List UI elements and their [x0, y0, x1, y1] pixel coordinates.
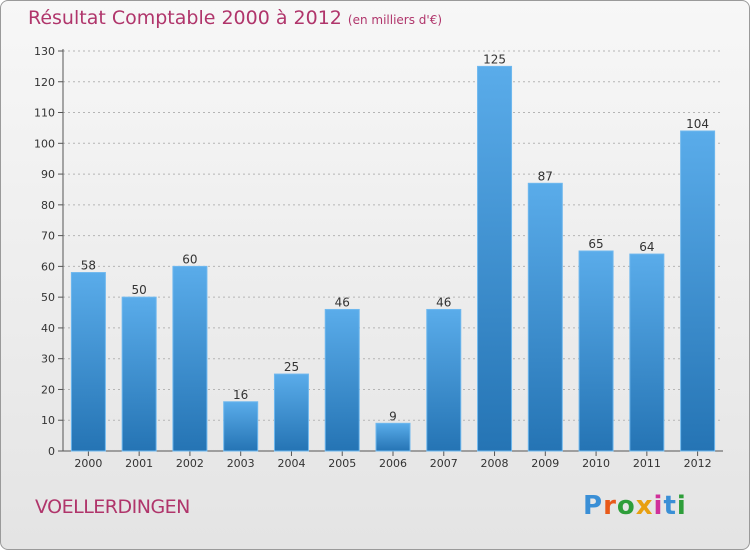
bar [375, 422, 411, 452]
y-tick-label: 0 [48, 445, 55, 458]
bar [426, 308, 462, 452]
bar [172, 265, 208, 452]
data-label: 58 [81, 259, 96, 273]
bar [680, 130, 716, 452]
y-tick-label: 10 [41, 414, 55, 427]
axes: 0 10 20 30 40 50 60 70 80 90 100 110 120 130 2000 2001 2… [34, 45, 723, 470]
y-tick-label: 110 [34, 107, 55, 120]
data-label: 50 [132, 283, 147, 297]
logo-letter: x [635, 491, 654, 521]
data-label: 46 [436, 295, 451, 309]
data-label: 125 [483, 52, 506, 66]
x-tick-label: 2007 [430, 457, 458, 470]
data-label: 64 [639, 240, 654, 254]
logo-letter: i [653, 491, 664, 521]
y-tick-label: 130 [34, 45, 55, 58]
x-tick-label: 2012 [684, 457, 712, 470]
data-label: 87 [538, 169, 553, 183]
y-tick-label: 100 [34, 137, 55, 150]
logo-letter: t [663, 491, 677, 521]
y-tick-label: 50 [41, 291, 55, 304]
x-tick-label: 2010 [582, 457, 610, 470]
x-tick-label: 2009 [531, 457, 559, 470]
chart-title-text: Résultat Comptable 2000 à 2012 [28, 7, 342, 29]
x-tick-label: 2000 [74, 457, 102, 470]
bar [324, 308, 360, 452]
grid-lines [63, 50, 723, 421]
data-label: 60 [182, 252, 197, 266]
logo-letter: r [603, 491, 617, 521]
bar [477, 65, 513, 452]
bars [70, 65, 716, 452]
x-tick-label: 2005 [328, 457, 356, 470]
y-tick-label: 30 [41, 353, 55, 366]
data-label: 104 [686, 117, 709, 131]
logo-letter: P [583, 491, 604, 521]
x-tick-label: 2001 [125, 457, 153, 470]
bar [629, 253, 665, 452]
bar [527, 182, 563, 452]
y-tick-label: 40 [41, 322, 55, 335]
chart-title: Résultat Comptable 2000 à 2012 (en millie… [28, 7, 442, 29]
y-tick-label: 80 [41, 199, 55, 212]
x-tick-label: 2003 [227, 457, 255, 470]
data-label: 9 [389, 409, 397, 423]
data-label: 16 [233, 388, 248, 402]
y-tick-label: 20 [41, 383, 55, 396]
x-tick-label: 2008 [481, 457, 509, 470]
logo-letter: o [616, 491, 636, 521]
x-tick-label: 2002 [176, 457, 204, 470]
x-tick-label: 2011 [633, 457, 661, 470]
bar [223, 401, 259, 452]
y-tick-label: 90 [41, 168, 55, 181]
commune-name: VOELLERDINGEN [35, 496, 190, 518]
x-tick-label: 2004 [277, 457, 305, 470]
bar [273, 373, 309, 452]
chart-subtitle: (en milliers d'€) [347, 13, 443, 27]
data-label: 46 [335, 295, 350, 309]
y-tick-label: 70 [41, 230, 55, 243]
bar [70, 272, 106, 452]
x-tick-label: 2006 [379, 457, 407, 470]
y-tick-label: 120 [34, 76, 55, 89]
logo-letter: i [676, 491, 687, 521]
y-tick-label: 60 [41, 260, 55, 273]
data-label: 25 [284, 360, 299, 374]
bar [578, 250, 614, 452]
data-label: 65 [588, 237, 603, 251]
bar [121, 296, 157, 452]
proxiti-logo[interactable]: Proxiti [583, 491, 687, 521]
labels: 58 50 60 16 25 46 9 46 125 87 65 64 104 [81, 52, 709, 423]
